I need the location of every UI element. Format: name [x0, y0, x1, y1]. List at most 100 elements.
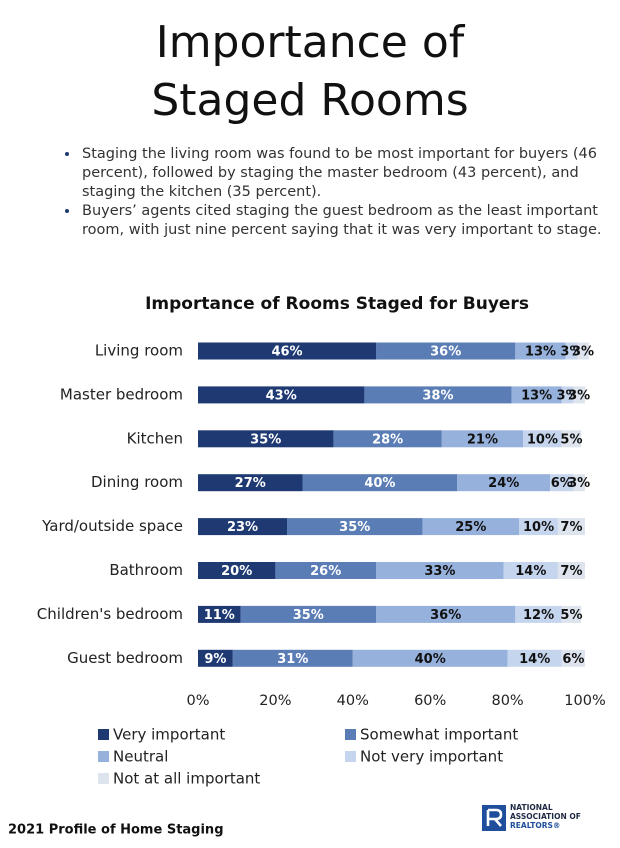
bar-segment [523, 430, 562, 448]
legend-label: Somewhat important [360, 726, 518, 744]
data-label: 33% [424, 564, 455, 579]
data-label: 25% [455, 520, 486, 535]
bar-segment [561, 430, 582, 448]
bar-segment [561, 605, 582, 623]
bullet: Buyers’ agents cited staging the guest b… [80, 202, 620, 240]
bar-segment [302, 474, 458, 492]
footer-text: 2021 Profile of Home Staging [8, 823, 224, 838]
bar-segment [198, 562, 276, 579]
legend-label: Not very important [360, 748, 503, 766]
data-label: 28% [372, 432, 403, 447]
bar-segment [232, 649, 353, 667]
data-label: 36% [430, 608, 461, 623]
data-label: 21% [467, 432, 498, 447]
bar-segment [511, 386, 562, 404]
bar-segment [422, 518, 520, 536]
data-label: 35% [339, 520, 370, 535]
bar-segment [565, 342, 578, 360]
logo-text: NATIONAL [510, 803, 553, 812]
bar-segment [333, 430, 442, 448]
y-tick-label: Dining room [91, 473, 183, 491]
bar-segment [198, 649, 233, 667]
data-label: 14% [519, 652, 550, 667]
bar-segment [198, 386, 365, 404]
data-label: 24% [488, 476, 519, 491]
bar-segment [557, 562, 585, 579]
data-label: 3% [572, 345, 594, 360]
data-label: 43% [266, 388, 297, 403]
data-label: 7% [560, 520, 582, 535]
bar-segment [198, 518, 288, 536]
data-label: 35% [293, 608, 324, 623]
bar-segment [352, 649, 508, 667]
bar-segment [550, 474, 574, 492]
data-label: 27% [235, 476, 266, 491]
data-label: 10% [527, 432, 558, 447]
x-tick-label: 60% [414, 693, 446, 709]
legend-swatch [98, 729, 109, 740]
bar-segment [275, 562, 377, 579]
data-label: 46% [271, 345, 302, 360]
y-tick-label: Kitchen [127, 429, 183, 447]
bar-segment [503, 562, 558, 579]
x-tick-label: 80% [491, 693, 523, 709]
data-label: 13% [525, 345, 556, 360]
chart-title: Importance of Rooms Staged for Buyers [145, 294, 529, 314]
bar-segment [198, 430, 334, 448]
legend-swatch [98, 751, 109, 762]
data-label: 26% [310, 564, 341, 579]
bar-segment [515, 605, 562, 623]
bar-segment [573, 386, 585, 404]
bullet-list: Staging the living room was found to be … [58, 145, 620, 240]
legend-label: Very important [113, 726, 225, 744]
legend-swatch [345, 729, 356, 740]
logo-text: REALTORS® [510, 821, 560, 830]
bar-segment [364, 386, 512, 404]
data-label: 11% [204, 608, 235, 623]
data-label: 7% [560, 564, 582, 579]
data-label: 23% [227, 520, 258, 535]
y-tick-label: Master bedroom [60, 385, 183, 403]
bar-segment [507, 649, 562, 667]
data-label: 36% [430, 345, 461, 360]
x-tick-label: 100% [564, 693, 605, 709]
bar-segment [577, 342, 589, 360]
data-label: 3% [557, 388, 579, 403]
bar-segment [376, 562, 504, 579]
bar-segment [198, 342, 377, 360]
data-label: 31% [277, 652, 308, 667]
x-tick-label: 20% [259, 693, 291, 709]
bar-segment [561, 386, 574, 404]
bar-segment [376, 342, 516, 360]
page-title: Importance of Staged Rooms [151, 17, 469, 126]
data-label: 40% [364, 476, 395, 491]
y-tick-label: Living room [95, 342, 183, 360]
y-tick-label: Guest bedroom [67, 649, 183, 667]
data-label: 40% [415, 652, 446, 667]
bar-segment [457, 474, 551, 492]
data-label: 10% [523, 520, 554, 535]
data-label: 5% [560, 608, 582, 623]
data-label: 38% [422, 388, 453, 403]
bar-segment [287, 518, 423, 536]
legend-swatch [345, 751, 356, 762]
bar-segment [376, 605, 516, 623]
data-label: 6% [562, 652, 584, 667]
data-label: 3% [568, 388, 590, 403]
bullet: Staging the living room was found to be … [80, 145, 620, 202]
data-label: 3% [568, 476, 590, 491]
bar-segment [519, 518, 558, 536]
data-label: 14% [515, 564, 546, 579]
y-tick-label: Children's bedroom [37, 605, 183, 623]
data-label: 5% [560, 432, 582, 447]
y-tick-label: Yard/outside space [41, 517, 183, 535]
data-label: 13% [521, 388, 552, 403]
bar-segment [198, 605, 241, 623]
data-label: 9% [204, 652, 226, 667]
bar-segment [515, 342, 566, 360]
bar-segment [573, 474, 585, 492]
logo-r [486, 808, 503, 827]
bar-segment [557, 518, 585, 536]
